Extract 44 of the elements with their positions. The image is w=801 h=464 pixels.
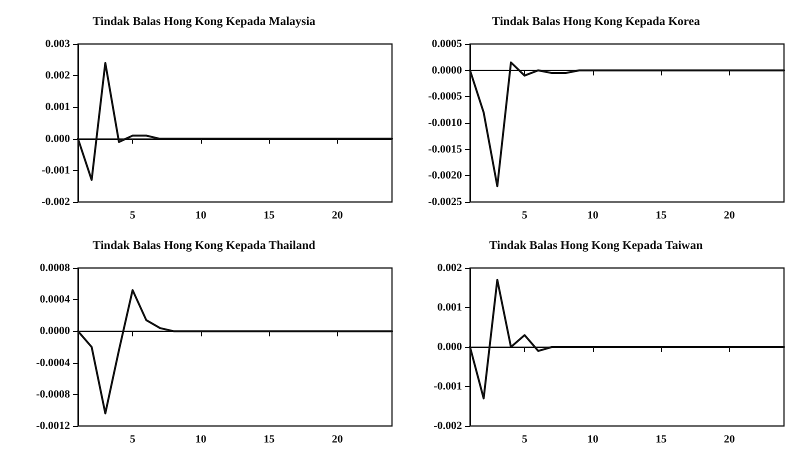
chart-title: Tindak Balas Hong Kong Kepada Korea xyxy=(492,14,700,28)
y-tick-label: -0.0005 xyxy=(428,90,462,103)
y-tick-label: 0.000 xyxy=(437,341,462,353)
x-tick-label: 5 xyxy=(130,210,136,222)
x-tick-label: 15 xyxy=(656,434,668,446)
y-tick-label: -0.002 xyxy=(42,196,70,208)
y-tick-label: 0.0005 xyxy=(432,38,462,50)
y-tick-label: -0.0025 xyxy=(428,196,462,208)
y-tick-label: 0.002 xyxy=(45,70,70,82)
y-tick-label: -0.001 xyxy=(42,164,70,176)
x-tick-label: 10 xyxy=(587,210,599,222)
y-tick-label: -0.002 xyxy=(434,420,462,432)
x-tick-label: 5 xyxy=(522,210,528,222)
y-tick-label: -0.001 xyxy=(434,380,462,392)
x-tick-label: 10 xyxy=(587,434,599,446)
x-tick-label: 5 xyxy=(522,434,528,446)
y-tick-label: -0.0004 xyxy=(36,356,70,369)
x-tick-label: 15 xyxy=(264,434,276,446)
x-tick-label: 15 xyxy=(656,210,668,222)
x-tick-label: 15 xyxy=(264,210,276,222)
x-tick-label: 5 xyxy=(130,434,136,446)
y-tick-label: 0.003 xyxy=(45,38,70,50)
y-tick-label: 0.0008 xyxy=(40,262,70,274)
y-tick-label: -0.0012 xyxy=(36,420,70,432)
y-tick-label: -0.0015 xyxy=(428,143,462,156)
x-tick-label: 20 xyxy=(724,434,736,446)
chart-title: Tindak Balas Hong Kong Kepada Thailand xyxy=(92,238,316,252)
y-tick-label: 0.001 xyxy=(45,101,70,114)
y-tick-label: 0.000 xyxy=(45,132,70,145)
y-tick-label: -0.0010 xyxy=(428,117,462,129)
x-tick-label: 10 xyxy=(195,210,207,222)
y-tick-label: -0.0020 xyxy=(428,170,462,182)
x-tick-label: 10 xyxy=(195,434,207,446)
y-tick-label: 0.001 xyxy=(437,302,462,314)
chart-title: Tindak Balas Hong Kong Kepada Taiwan xyxy=(489,238,704,252)
y-tick-label: 0.002 xyxy=(437,262,462,274)
y-tick-label: 0.0000 xyxy=(40,325,70,338)
x-tick-label: 20 xyxy=(724,210,736,222)
x-tick-label: 20 xyxy=(332,210,344,222)
y-tick-label: 0.0004 xyxy=(40,294,70,306)
y-tick-label: -0.0008 xyxy=(36,388,70,400)
y-tick-label: 0.0000 xyxy=(432,64,462,76)
x-tick-label: 20 xyxy=(332,434,344,446)
chart-title: Tindak Balas Hong Kong Kepada Malaysia xyxy=(92,14,316,28)
